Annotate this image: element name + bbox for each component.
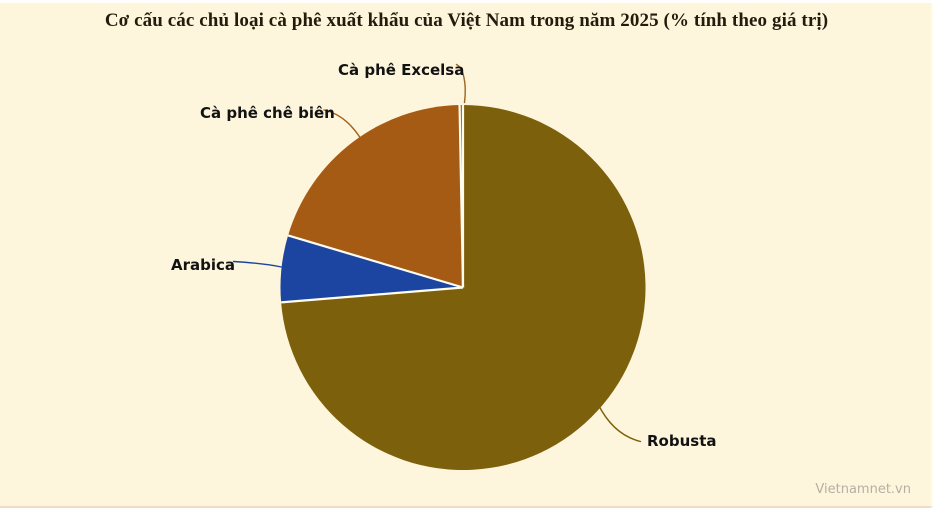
slice-label-arabica: Arabica <box>171 256 236 274</box>
leader-lines <box>232 63 642 443</box>
slice-label-che-bien: Cà phê chê biên <box>200 104 335 122</box>
watermark: Vietnamnet.vn <box>815 482 911 497</box>
slice-separator <box>287 234 464 289</box>
pie-slice-arabica <box>280 235 463 303</box>
robusta-leader-line <box>597 403 642 443</box>
chart-title: Cơ cấu các chủ loại cà phê xuất khẩu của… <box>104 10 829 31</box>
che-bien-leader-line <box>323 109 365 144</box>
slice-label-robusta: Robusta <box>647 432 717 450</box>
arabica-leader-line <box>232 260 283 268</box>
excelsa-leader-line <box>455 63 466 104</box>
slice-separator <box>458 105 465 288</box>
slice-label-excelsa: Cà phê Excelsa <box>338 61 465 79</box>
pie-slice-che-bien <box>288 105 463 288</box>
slice-separator <box>281 286 464 304</box>
slice-separators <box>281 105 465 304</box>
